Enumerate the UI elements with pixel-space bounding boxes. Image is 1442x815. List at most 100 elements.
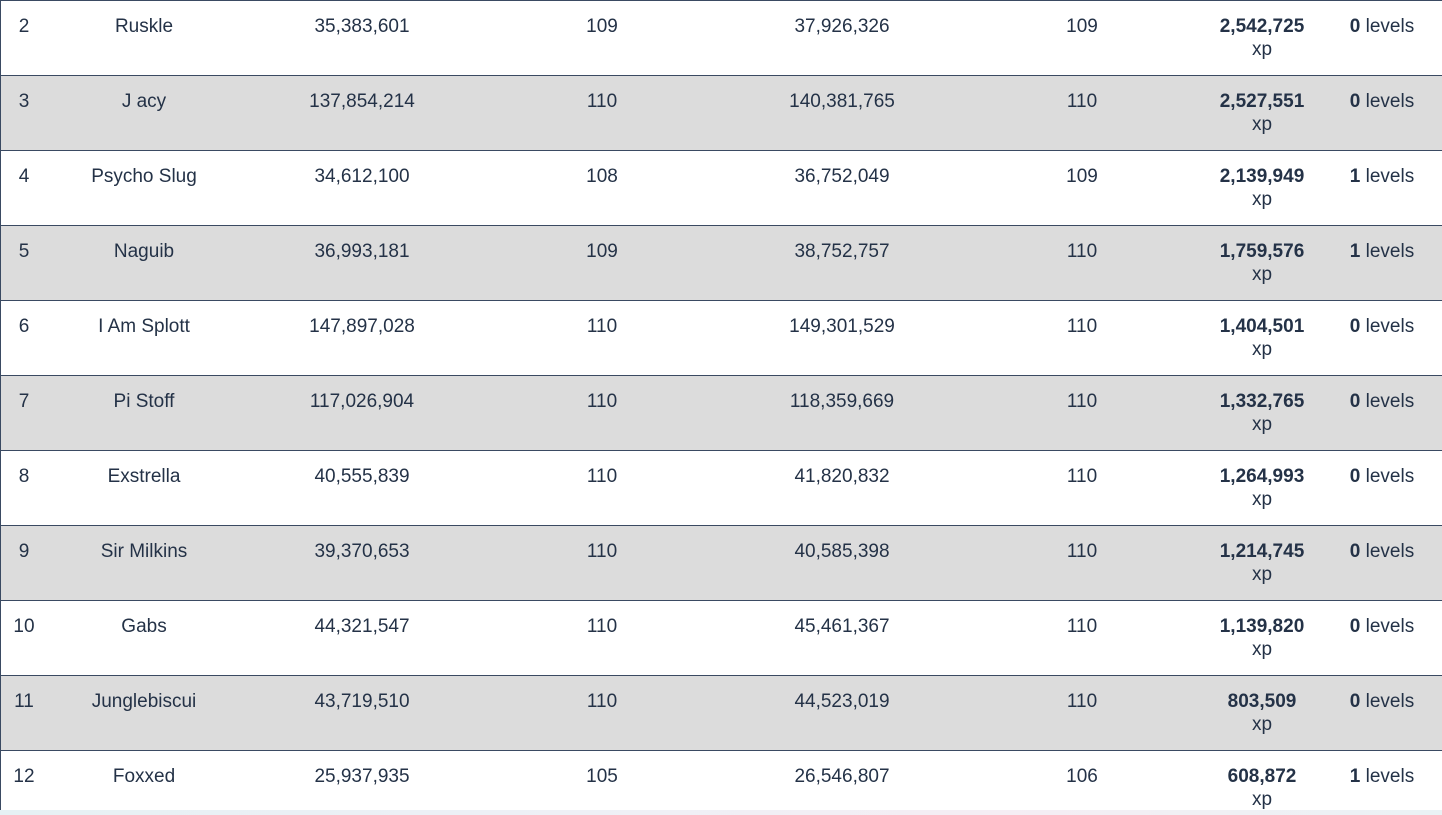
levels-gained-unit: levels <box>1365 91 1415 112</box>
start-xp-cell: 117,026,904 <box>309 391 415 412</box>
xp-gained-cell: 2,542,725 xp <box>1220 15 1305 61</box>
levels-gained-cell: 0 levels <box>1350 90 1414 114</box>
player-name-cell: Foxxed <box>112 766 176 787</box>
start-level-cell: 110 <box>586 616 618 637</box>
table-row: 3 J acy 137,854,214 110 140,381,765 110 … <box>0 76 1442 151</box>
rank-cell: 4 <box>18 166 30 187</box>
rank-cell: 6 <box>18 316 30 337</box>
end-xp-cell: 140,381,765 <box>789 91 895 112</box>
end-level-cell: 109 <box>1066 166 1098 187</box>
table-row: 5 Naguib 36,993,181 109 38,752,757 110 1… <box>0 226 1442 301</box>
end-level-cell: 110 <box>1066 541 1098 562</box>
start-xp-cell: 35,383,601 <box>314 16 410 37</box>
player-name-cell: Exstrella <box>107 466 181 487</box>
end-xp-cell: 37,926,326 <box>794 16 890 37</box>
xp-gained-cell: 1,759,576 xp <box>1220 240 1305 286</box>
player-name-cell: Gabs <box>121 616 167 637</box>
start-xp-cell: 40,555,839 <box>314 466 410 487</box>
levels-gained-cell: 0 levels <box>1350 390 1414 414</box>
rank-cell: 11 <box>14 691 34 712</box>
levels-gained-value: 1 <box>1349 766 1361 787</box>
end-xp-cell: 118,359,669 <box>789 391 895 412</box>
end-level-cell: 106 <box>1066 766 1098 787</box>
xp-gained-value: 1,214,745 <box>1219 541 1305 562</box>
xp-gained-unit: xp <box>1251 189 1273 210</box>
player-name-cell: Ruskle <box>114 16 174 37</box>
levels-gained-value: 1 <box>1349 166 1361 187</box>
player-name-cell: Naguib <box>113 241 175 262</box>
start-level-cell: 109 <box>586 241 618 262</box>
end-level-cell: 110 <box>1066 391 1098 412</box>
xp-gained-unit: xp <box>1251 489 1273 510</box>
xp-gained-cell: 2,527,551 xp <box>1220 90 1305 136</box>
xp-gained-value: 803,509 <box>1227 691 1297 712</box>
xp-gained-unit: xp <box>1251 789 1273 810</box>
xp-gained-cell: 803,509 xp <box>1228 690 1297 736</box>
xp-gained-unit: xp <box>1251 39 1273 60</box>
levels-gained-unit: levels <box>1365 241 1415 262</box>
end-xp-cell: 40,585,398 <box>794 541 890 562</box>
table-row: 7 Pi Stoff 117,026,904 110 118,359,669 1… <box>0 376 1442 451</box>
player-name-cell: Junglebiscui <box>91 691 197 712</box>
table-row: 2 Ruskle 35,383,601 109 37,926,326 109 2… <box>0 1 1442 76</box>
start-level-cell: 110 <box>586 391 618 412</box>
levels-gained-value: 0 <box>1349 691 1361 712</box>
levels-gained-value: 0 <box>1349 616 1361 637</box>
xp-gained-value: 2,527,551 <box>1219 91 1305 112</box>
end-level-cell: 110 <box>1066 466 1098 487</box>
levels-gained-unit: levels <box>1365 466 1415 487</box>
xp-gained-cell: 2,139,949 xp <box>1220 165 1305 211</box>
xp-gained-value: 2,542,725 <box>1219 16 1305 37</box>
end-xp-cell: 45,461,367 <box>794 616 890 637</box>
levels-gained-cell: 1 levels <box>1350 765 1414 789</box>
end-xp-cell: 38,752,757 <box>794 241 890 262</box>
levels-gained-unit: levels <box>1365 16 1415 37</box>
table-row: 9 Sir Milkins 39,370,653 110 40,585,398 … <box>0 526 1442 601</box>
xp-gained-unit: xp <box>1251 114 1273 135</box>
xp-gained-value: 608,872 <box>1227 766 1297 787</box>
table-row: 4 Psycho Slug 34,612,100 108 36,752,049 … <box>0 151 1442 226</box>
end-xp-cell: 44,523,019 <box>794 691 890 712</box>
xp-gained-unit: xp <box>1251 564 1273 585</box>
table-row: 11 Junglebiscui 43,719,510 110 44,523,01… <box>0 676 1442 751</box>
end-level-cell: 110 <box>1066 316 1098 337</box>
start-xp-cell: 25,937,935 <box>314 766 410 787</box>
start-level-cell: 110 <box>586 316 618 337</box>
xp-gained-unit: xp <box>1251 639 1273 660</box>
rank-cell: 5 <box>18 241 30 262</box>
start-xp-cell: 43,719,510 <box>314 691 410 712</box>
xp-gained-value: 2,139,949 <box>1219 166 1305 187</box>
end-xp-cell: 26,546,807 <box>794 766 890 787</box>
table-row: 8 Exstrella 40,555,839 110 41,820,832 11… <box>0 451 1442 526</box>
xp-gained-cell: 1,214,745 xp <box>1220 540 1305 586</box>
xp-gained-value: 1,404,501 <box>1219 316 1305 337</box>
levels-gained-unit: levels <box>1365 391 1415 412</box>
levels-gained-unit: levels <box>1365 541 1415 562</box>
start-level-cell: 105 <box>586 766 618 787</box>
start-xp-cell: 44,321,547 <box>314 616 410 637</box>
player-name-cell: J acy <box>121 91 167 112</box>
xp-gained-cell: 1,332,765 xp <box>1220 390 1305 436</box>
levels-gained-cell: 0 levels <box>1350 615 1414 639</box>
levels-gained-cell: 0 levels <box>1350 540 1414 564</box>
start-level-cell: 110 <box>586 466 618 487</box>
levels-gained-value: 0 <box>1349 466 1361 487</box>
xp-gained-value: 1,264,993 <box>1219 466 1305 487</box>
end-level-cell: 110 <box>1066 691 1098 712</box>
start-xp-cell: 39,370,653 <box>314 541 410 562</box>
table-row: 12 Foxxed 25,937,935 105 26,546,807 106 … <box>0 751 1442 811</box>
levels-gained-value: 1 <box>1349 241 1361 262</box>
player-name-cell: I Am Splott <box>98 316 190 337</box>
end-xp-cell: 41,820,832 <box>794 466 890 487</box>
xp-gained-cell: 1,264,993 xp <box>1220 465 1305 511</box>
levels-gained-unit: levels <box>1365 691 1415 712</box>
start-xp-cell: 137,854,214 <box>309 91 415 112</box>
rank-cell: 9 <box>18 541 30 562</box>
levels-gained-cell: 1 levels <box>1350 165 1414 189</box>
start-xp-cell: 34,612,100 <box>314 166 410 187</box>
xp-gained-cell: 608,872 xp <box>1228 765 1297 811</box>
end-xp-cell: 36,752,049 <box>794 166 890 187</box>
rank-cell: 2 <box>18 16 30 37</box>
start-level-cell: 110 <box>586 691 618 712</box>
